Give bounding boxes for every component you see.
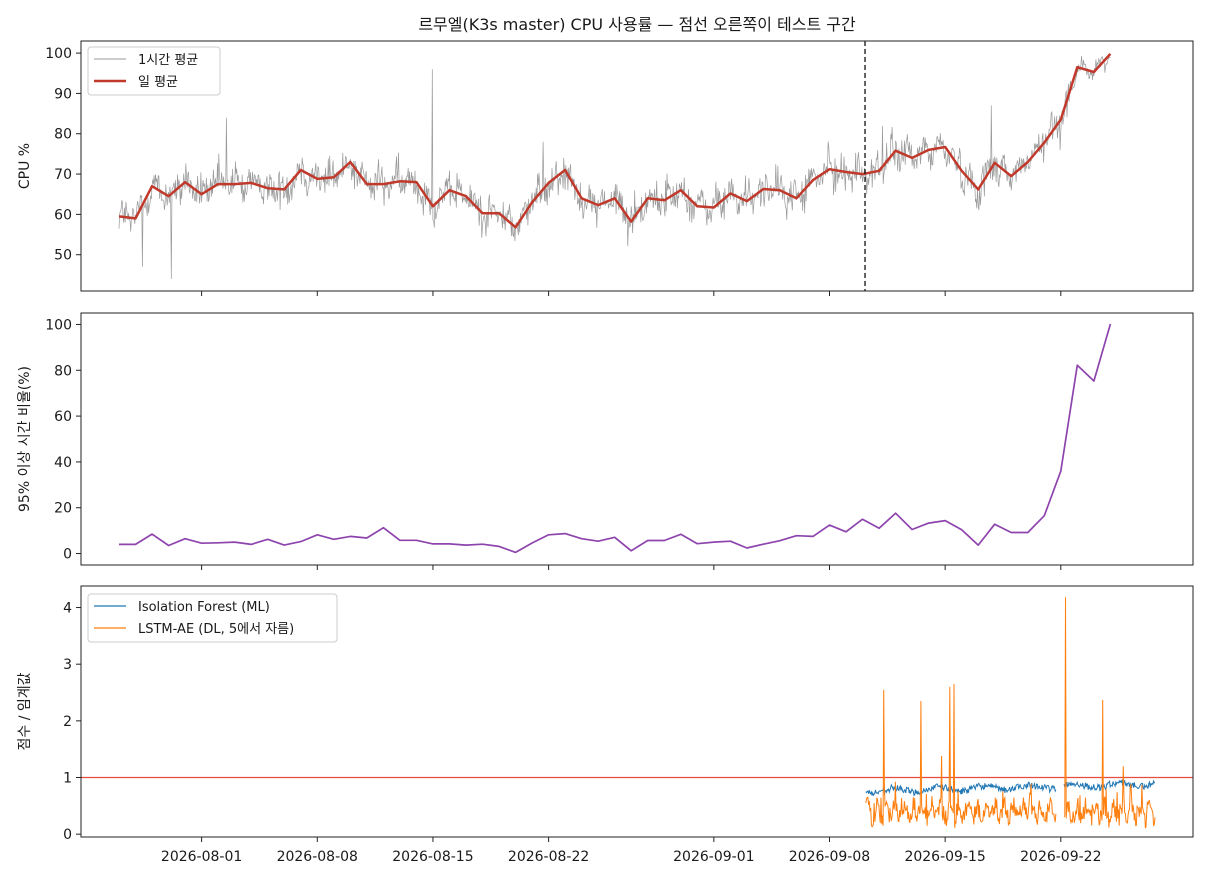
x-tick-label: 2026-09-08 (789, 849, 870, 865)
x-tick-label: 2026-09-15 (904, 849, 985, 865)
x-tick-label: 2026-08-15 (392, 849, 473, 865)
x-tick-label: 2026-09-22 (1020, 849, 1101, 865)
isolation-forest-series (865, 779, 1155, 797)
ratio-series (119, 323, 1112, 554)
legend: Isolation Forest (ML) LSTM-AE (DL, 5에서 자… (87, 593, 338, 643)
x-tick-label: 2026-09-01 (673, 849, 754, 865)
legend-daily-label: 일 평균 (138, 75, 178, 90)
daily-average-series (118, 53, 1112, 229)
legend-isolation-forest-label: Isolation Forest (ML) (138, 600, 270, 615)
y-axis-label: 점수 / 임계값 (17, 672, 33, 750)
plot-frame (80, 40, 1194, 292)
cpu-usage-panel: 50 60 70 80 90 100 CPU % 1시간 평균 일 평균 (17, 40, 1194, 296)
y-tick-label: 60 (54, 409, 72, 425)
hourly-average-line (118, 55, 1111, 279)
plot-frame (80, 312, 1194, 566)
legend-lstm-ae-label: LSTM-AE (DL, 5에서 자름) (138, 622, 294, 637)
y-axis-ticks: 0 1 2 3 4 (63, 601, 81, 843)
y-tick-label: 50 (54, 248, 72, 264)
plot-frame (80, 585, 1194, 838)
x-axis-ticks: 2026-08-01 2026-08-08 2026-08-15 2026-08-22… (161, 837, 1102, 865)
hourly-average-series (118, 55, 1111, 279)
y-tick-label: 70 (54, 167, 72, 183)
high-usage-ratio-panel: 0 20 40 60 80 100 95% 이상 시간 비율(%) (17, 312, 1194, 570)
chart-title: 르무엘(K3s master) CPU 사용률 — 점선 오른쪽이 테스트 구간 (418, 15, 856, 34)
y-tick-label: 2 (63, 714, 72, 730)
x-tick-label: 2026-08-01 (161, 849, 242, 865)
y-axis-ticks: 50 60 70 80 90 100 (45, 46, 81, 264)
y-tick-label: 90 (54, 86, 72, 102)
y-tick-label: 40 (54, 455, 72, 471)
y-tick-label: 3 (63, 657, 72, 673)
y-axis-ticks: 0 20 40 60 80 100 (45, 317, 81, 563)
legend-hourly-label: 1시간 평균 (138, 53, 198, 68)
y-tick-label: 60 (54, 207, 72, 223)
y-tick-label: 0 (63, 827, 72, 843)
isolation-forest-line (865, 779, 1155, 797)
y-axis-label: 95% 이상 시간 비율(%) (17, 366, 33, 512)
y-tick-label: 20 (54, 501, 72, 517)
x-tick-label: 2026-08-08 (277, 849, 358, 865)
x-axis-ticks (201, 565, 1062, 570)
y-tick-label: 1 (63, 771, 72, 787)
y-tick-label: 80 (54, 363, 72, 379)
lstm-ae-line (865, 597, 1156, 829)
y-tick-label: 100 (45, 317, 72, 333)
x-axis-ticks (201, 291, 1062, 296)
ratio-line (119, 323, 1112, 554)
y-tick-label: 4 (63, 601, 72, 617)
x-tick-label: 2026-08-22 (508, 849, 589, 865)
daily-average-line (118, 53, 1112, 229)
y-axis-label: CPU % (17, 143, 33, 189)
legend: 1시간 평균 일 평균 (87, 46, 221, 96)
y-tick-label: 100 (45, 46, 72, 62)
y-tick-label: 80 (54, 127, 72, 143)
lstm-ae-series (865, 597, 1156, 829)
y-tick-label: 0 (63, 547, 72, 563)
